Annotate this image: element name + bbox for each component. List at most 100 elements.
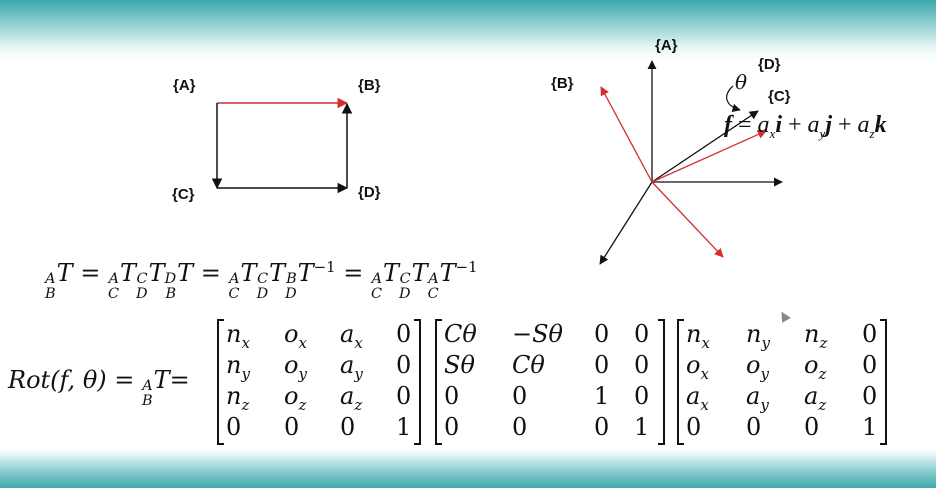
m1-cell-2-1: oz	[284, 382, 307, 414]
m3-cell-0-2: nz	[804, 320, 828, 352]
t10-exp: −1	[455, 258, 478, 276]
left-label-c: {C}	[172, 186, 195, 203]
rot-lhs-text: Rot(f, θ) =	[8, 366, 135, 394]
m3-cell-1-0: ox	[686, 351, 709, 383]
f-az-sub: z	[869, 125, 875, 141]
t6-sub: D	[256, 285, 269, 302]
f-k: k	[874, 112, 887, 138]
m2-cell-0-3: 0	[634, 320, 650, 348]
m3-cell-3-3: 1	[862, 413, 878, 441]
rot-eq-sign: =	[169, 366, 190, 394]
m2-cell-1-1: Cθ	[512, 351, 545, 379]
f-i: i	[775, 112, 782, 138]
theta-label: θ	[735, 70, 748, 94]
m3-cell-2-2: az	[804, 382, 827, 414]
f-ax: a	[757, 112, 770, 138]
m1-cell-0-1: ox	[284, 320, 307, 352]
m3-cell-3-1: 0	[746, 413, 762, 441]
m2-cell-3-1: 0	[512, 413, 528, 441]
t7-exp: −1	[313, 258, 336, 276]
m2-cell-2-1: 0	[512, 382, 528, 410]
right-label-a: {A}	[655, 37, 678, 54]
f-plus2: +	[838, 112, 852, 138]
f-az: a	[857, 112, 870, 138]
t8-sub: C	[371, 285, 383, 302]
t1-base: T	[56, 259, 73, 287]
m2-cell-2-2: 1	[594, 382, 610, 410]
right-label-b: {B}	[551, 75, 574, 92]
matrix-3: nx ny nz 0 ox oy oz 0 ax ay az 0 0 0 0 1	[676, 318, 888, 446]
t6-base: T	[269, 259, 286, 287]
m3-cell-3-2: 0	[804, 413, 820, 441]
m3-cell-0-0: nx	[686, 320, 710, 352]
m2-cell-2-0: 0	[444, 382, 460, 410]
t2-sup: A	[108, 271, 119, 288]
m3-cell-2-0: ax	[686, 382, 709, 414]
t7-base: T	[297, 259, 314, 287]
m2-cell-1-2: 0	[594, 351, 610, 379]
m1-cell-2-0: nz	[226, 382, 250, 414]
rot-t-base: T	[153, 366, 170, 394]
f-ay: a	[807, 112, 820, 138]
axis-a-lower-left	[599, 181, 653, 265]
t9-sub: D	[399, 285, 411, 302]
top-gradient-band	[0, 0, 936, 60]
m2-cell-3-0: 0	[444, 413, 460, 441]
m1-cell-0-0: nx	[226, 320, 250, 352]
f-symbol: f	[724, 112, 732, 138]
t4-sub: B	[165, 285, 177, 302]
t3-sup: C	[136, 271, 148, 288]
t5-sup: A	[229, 271, 240, 288]
left-label-a: {A}	[173, 77, 196, 94]
rot-t-sup: A	[142, 378, 153, 395]
left-label-b: {B}	[358, 77, 381, 94]
m2-cell-3-3: 1	[634, 413, 650, 441]
f-eq: =	[738, 112, 752, 138]
t1-sup: A	[45, 271, 56, 288]
m2-cell-0-0: Cθ	[444, 320, 477, 348]
m1-cell-1-3: 0	[396, 351, 412, 379]
t5-sub: C	[228, 285, 240, 302]
theta-rotation-arc	[726, 85, 741, 112]
t10-sup: A	[428, 271, 439, 288]
m3-cell-0-1: ny	[746, 320, 770, 352]
m3-cell-3-0: 0	[686, 413, 702, 441]
m3-cell-0-3: 0	[862, 320, 878, 348]
t10-sub: C	[427, 285, 439, 302]
bottom-gradient-band	[0, 448, 936, 488]
t8-base: T	[383, 259, 400, 287]
m2-cell-2-3: 0	[634, 382, 650, 410]
t10-base: T	[439, 259, 456, 287]
f-plus1: +	[788, 112, 802, 138]
rot-t-sub: B	[142, 392, 153, 409]
matrix-2: Cθ −Sθ 0 0 Sθ Cθ 0 0 0 0 1 0 0 0 0 1	[434, 318, 666, 446]
t7-sup: B	[286, 271, 297, 288]
m1-cell-3-2: 0	[340, 413, 356, 441]
m1-cell-2-2: az	[340, 382, 363, 414]
t4-base: T	[177, 259, 194, 287]
m2-cell-0-1: −Sθ	[512, 320, 563, 348]
m3-cell-1-2: oz	[804, 351, 827, 383]
m1-cell-3-1: 0	[284, 413, 300, 441]
m2-brackets	[435, 319, 665, 445]
m1-cell-2-3: 0	[396, 382, 412, 410]
matrix-1: nx ox ax 0 ny oy ay 0 nz oz az 0 0 0 0 1	[216, 318, 422, 446]
m3-cell-2-1: ay	[746, 382, 769, 414]
m3-cell-1-1: oy	[746, 351, 769, 383]
t4-sup: D	[164, 271, 177, 288]
t1-sub: B	[45, 285, 56, 302]
eq3-sign: =	[343, 259, 364, 287]
m1-cell-0-3: 0	[396, 320, 412, 348]
t2-sub: C	[107, 285, 119, 302]
